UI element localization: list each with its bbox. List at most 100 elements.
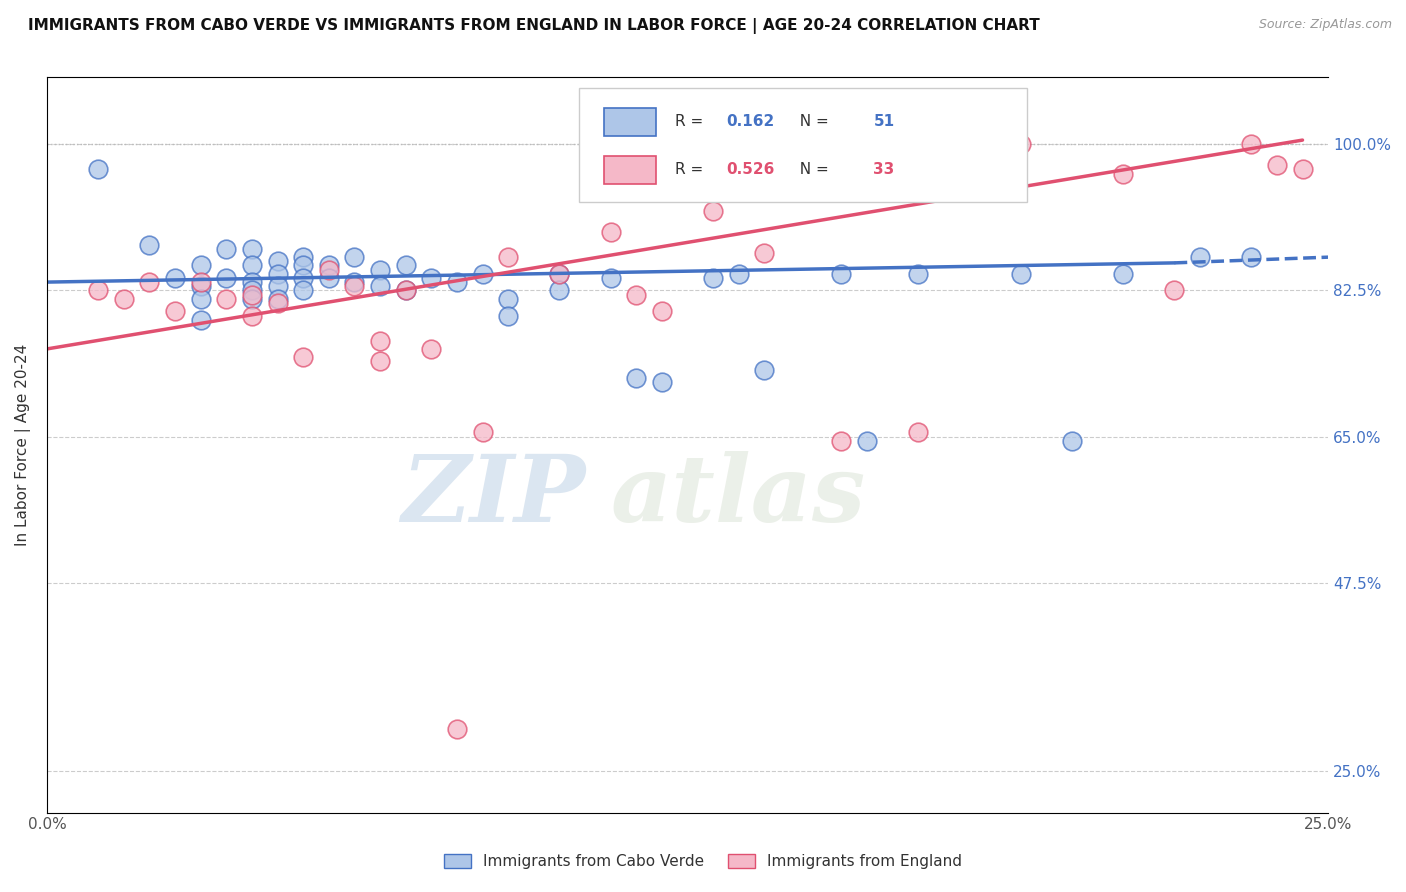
Point [548, 267, 571, 281]
Point [599, 271, 621, 285]
Point [292, 351, 315, 365]
Point [626, 371, 648, 385]
Point [548, 267, 571, 281]
Text: 33: 33 [873, 161, 894, 177]
Point [266, 279, 288, 293]
Point [266, 292, 288, 306]
Point [1010, 267, 1032, 281]
Point [830, 434, 852, 448]
Point [165, 271, 187, 285]
Point [266, 254, 288, 268]
FancyBboxPatch shape [605, 156, 655, 184]
Point [1291, 162, 1313, 177]
Y-axis label: In Labor Force | Age 20-24: In Labor Force | Age 20-24 [15, 343, 31, 546]
FancyBboxPatch shape [579, 88, 1026, 202]
Point [318, 271, 340, 285]
Point [1240, 137, 1263, 152]
Point [856, 434, 879, 448]
Point [240, 259, 263, 273]
Point [240, 287, 263, 301]
Point [215, 242, 238, 256]
Point [1163, 284, 1185, 298]
Point [727, 267, 749, 281]
Point [907, 267, 929, 281]
Point [395, 284, 418, 298]
Legend: Immigrants from Cabo Verde, Immigrants from England: Immigrants from Cabo Verde, Immigrants f… [437, 847, 969, 875]
Point [190, 259, 212, 273]
Point [240, 275, 263, 289]
Point [651, 376, 673, 390]
Point [266, 296, 288, 310]
Text: 51: 51 [873, 114, 894, 129]
Text: R =: R = [675, 161, 707, 177]
Point [343, 279, 366, 293]
Point [292, 284, 315, 298]
Point [87, 162, 110, 177]
Text: 0.162: 0.162 [725, 114, 775, 129]
FancyBboxPatch shape [605, 108, 655, 136]
Point [292, 271, 315, 285]
Point [446, 722, 468, 736]
Point [446, 275, 468, 289]
Point [292, 250, 315, 264]
Point [1112, 267, 1135, 281]
Point [496, 250, 519, 264]
Text: atlas: atlas [610, 451, 866, 541]
Text: R =: R = [675, 114, 707, 129]
Point [318, 262, 340, 277]
Point [702, 204, 724, 219]
Point [215, 271, 238, 285]
Text: N =: N = [790, 161, 834, 177]
Point [471, 267, 494, 281]
Point [907, 425, 929, 440]
Point [190, 312, 212, 326]
Point [548, 284, 571, 298]
Point [368, 334, 391, 348]
Text: N =: N = [790, 114, 834, 129]
Point [318, 259, 340, 273]
Point [165, 304, 187, 318]
Point [395, 259, 418, 273]
Point [1240, 250, 1263, 264]
Point [240, 284, 263, 298]
Point [1189, 250, 1212, 264]
Point [754, 363, 776, 377]
Point [266, 267, 288, 281]
Point [420, 271, 443, 285]
Point [240, 242, 263, 256]
Point [368, 279, 391, 293]
Point [215, 292, 238, 306]
Point [368, 354, 391, 368]
Point [599, 225, 621, 239]
Point [190, 279, 212, 293]
Point [292, 259, 315, 273]
Point [87, 284, 110, 298]
Point [496, 292, 519, 306]
Point [240, 309, 263, 323]
Point [626, 287, 648, 301]
Point [754, 245, 776, 260]
Point [1010, 137, 1032, 152]
Point [190, 275, 212, 289]
Text: 0.526: 0.526 [725, 161, 775, 177]
Point [368, 262, 391, 277]
Point [1265, 158, 1288, 172]
Point [471, 425, 494, 440]
Point [830, 267, 852, 281]
Point [190, 292, 212, 306]
Point [343, 275, 366, 289]
Point [240, 292, 263, 306]
Point [343, 250, 366, 264]
Text: Source: ZipAtlas.com: Source: ZipAtlas.com [1258, 18, 1392, 31]
Point [651, 304, 673, 318]
Text: IMMIGRANTS FROM CABO VERDE VS IMMIGRANTS FROM ENGLAND IN LABOR FORCE | AGE 20-24: IMMIGRANTS FROM CABO VERDE VS IMMIGRANTS… [28, 18, 1040, 34]
Point [112, 292, 135, 306]
Point [496, 309, 519, 323]
Point [1112, 167, 1135, 181]
Point [138, 237, 160, 252]
Point [420, 342, 443, 356]
Text: ZIP: ZIP [401, 451, 585, 541]
Point [138, 275, 160, 289]
Point [395, 284, 418, 298]
Point [702, 271, 724, 285]
